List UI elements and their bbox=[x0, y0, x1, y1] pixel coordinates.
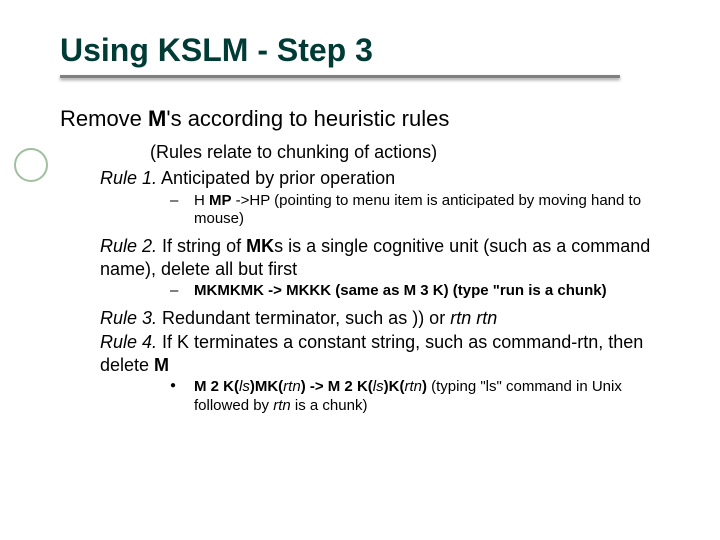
decorative-circle bbox=[14, 148, 48, 182]
rule-3-label: Rule 3. bbox=[100, 308, 157, 328]
r4-tail-i: rtn bbox=[273, 397, 291, 414]
rule-4-sub: M 2 K(ls)MK(rtn) -> M 2 K(ls)K(rtn) (typ… bbox=[170, 378, 672, 416]
r4-b1: M 2 K( bbox=[194, 378, 239, 395]
slide-title: Using KSLM - Step 3 bbox=[60, 32, 672, 69]
r4-i4: rtn bbox=[404, 378, 422, 395]
rule-4-pre: If K terminates a constant string, such … bbox=[100, 332, 643, 375]
rule-4-bold: M bbox=[154, 355, 169, 375]
rule-3: Rule 3. Redundant terminator, such as ))… bbox=[100, 307, 672, 330]
subtitle-pre: Remove bbox=[60, 106, 148, 131]
paren-note: (Rules relate to chunking of actions) bbox=[150, 142, 672, 163]
rule-1-sub-pre: H bbox=[194, 192, 209, 209]
rule-1: Rule 1. Anticipated by prior operation bbox=[100, 167, 672, 190]
title-underline bbox=[60, 75, 620, 78]
r4-i1: ls bbox=[239, 378, 250, 395]
subtitle: Remove M's according to heuristic rules bbox=[60, 106, 672, 132]
rule-2-sub-bold: MKMKMK -> MKKK (same as M 3 K) (type "ru… bbox=[194, 282, 607, 299]
r4-i2: rtn bbox=[283, 378, 301, 395]
rule-2: Rule 2. If string of MKs is a single cog… bbox=[100, 235, 672, 280]
r4-tail-post: is a chunk) bbox=[291, 397, 368, 414]
rule-3-i1: rtn rtn bbox=[450, 308, 497, 328]
rule-2-sub: MKMKMK -> MKKK (same as M 3 K) (type "ru… bbox=[170, 282, 672, 301]
rule-2-bold: MK bbox=[246, 236, 274, 256]
subtitle-bold: M bbox=[148, 106, 166, 131]
rule-1-text: Anticipated by prior operation bbox=[157, 168, 395, 188]
r4-i3: ls bbox=[373, 378, 384, 395]
r4-b4: )K( bbox=[384, 378, 405, 395]
rule-1-sub: H MP ->HP (pointing to menu item is anti… bbox=[170, 192, 672, 230]
rule-4-label: Rule 4. bbox=[100, 332, 157, 352]
rule-1-label: Rule 1. bbox=[100, 168, 157, 188]
rule-1-sub-post: ->HP (pointing to menu item is anticipat… bbox=[194, 192, 641, 228]
subtitle-post: 's according to heuristic rules bbox=[166, 106, 449, 131]
r4-b2: )MK( bbox=[250, 378, 283, 395]
rule-1-sub-bold: MP bbox=[209, 192, 232, 209]
r4-b3: ) -> M 2 K( bbox=[301, 378, 373, 395]
slide: Using KSLM - Step 3 Remove M's according… bbox=[0, 0, 720, 540]
rule-4: Rule 4. If K terminates a constant strin… bbox=[100, 331, 672, 376]
rule-2-pre: If string of bbox=[157, 236, 246, 256]
rule-2-label: Rule 2. bbox=[100, 236, 157, 256]
rule-3-pre: Redundant terminator, such as )) or bbox=[157, 308, 450, 328]
